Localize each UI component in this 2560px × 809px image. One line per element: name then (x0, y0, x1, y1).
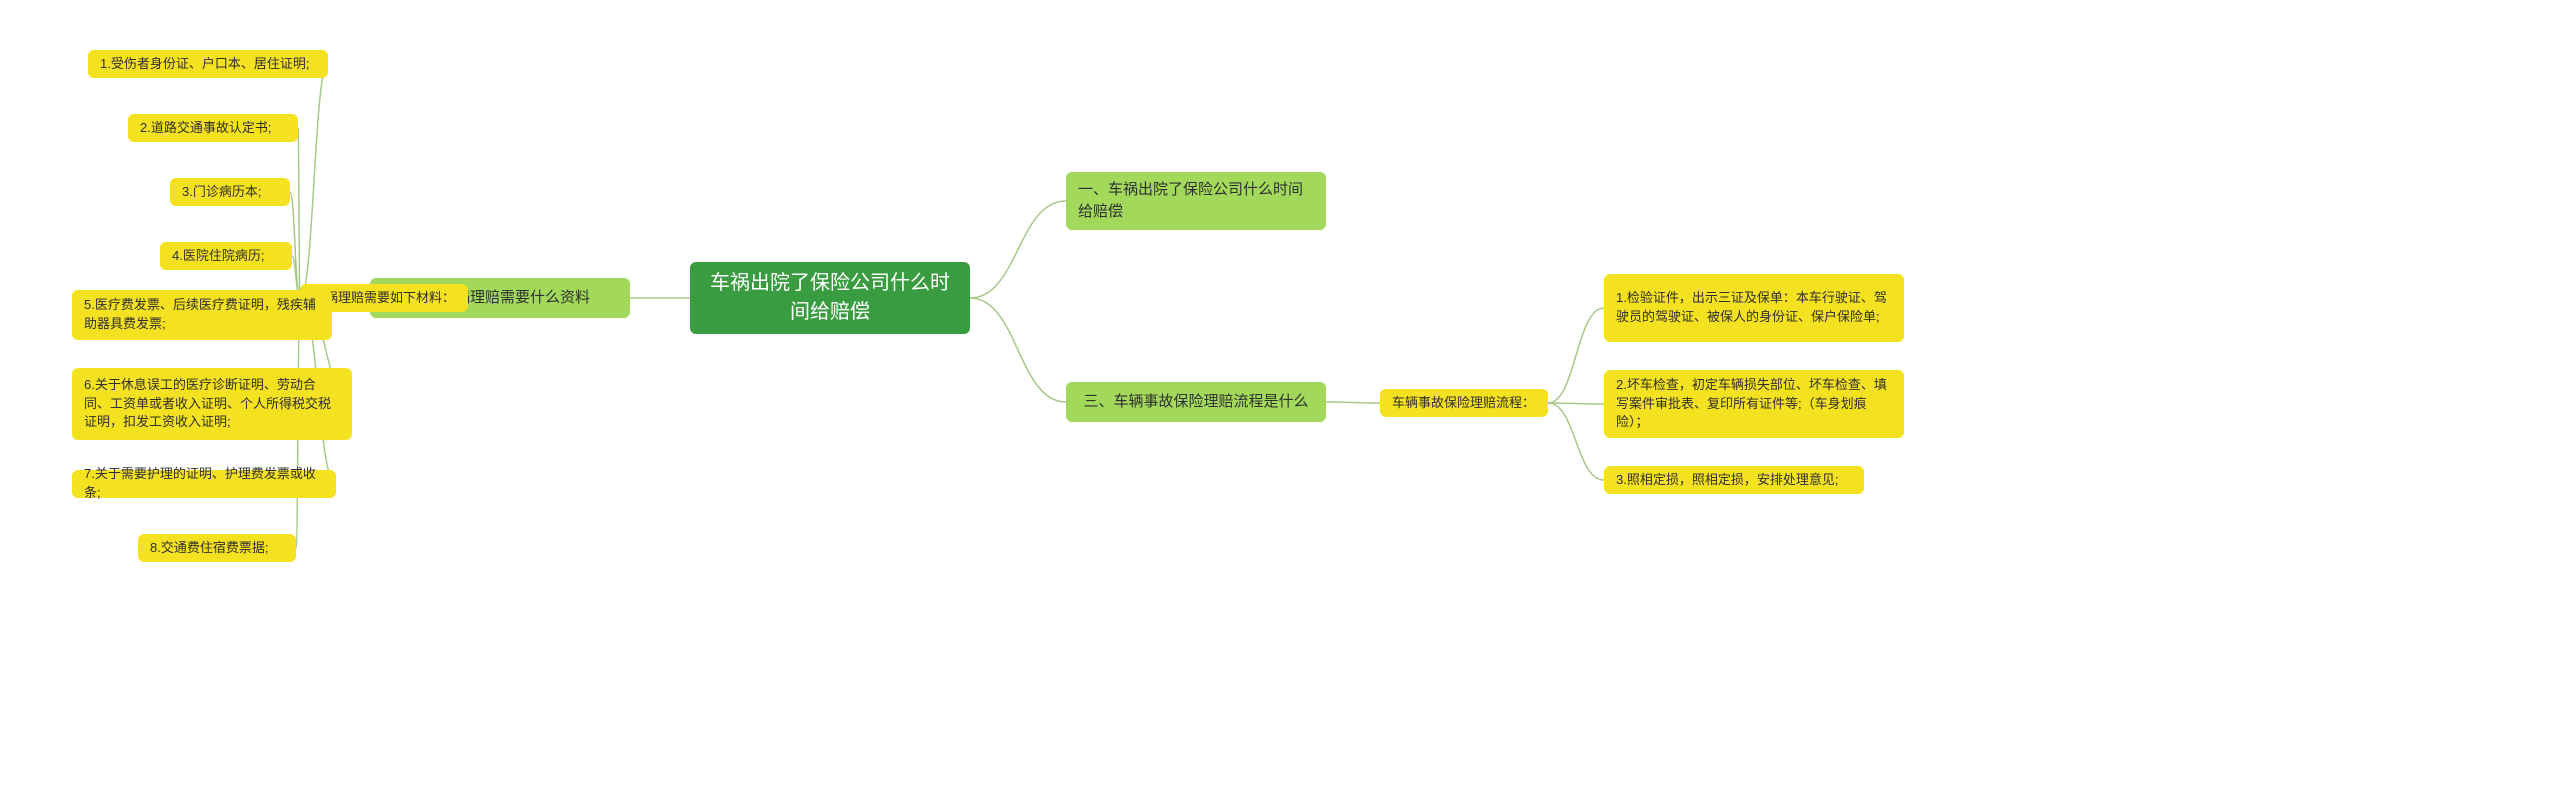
left2-item-5-label: 5.医疗费发票、后续医疗费证明，残疾辅助器具费发票; (84, 296, 320, 334)
branch-right-3-label: 三、车辆事故保险理赔流程是什么 (1083, 391, 1308, 413)
left2-item-3: 3.门诊病历本; (170, 178, 290, 206)
right3-item-1-label: 1.检验证件，出示三证及保单：本车行驶证、驾驶员的驾驶证、被保人的身份证、保户保… (1616, 289, 1892, 327)
left2-item-5: 5.医疗费发票、后续医疗费证明，残疾辅助器具费发票; (72, 290, 332, 340)
left2-item-4-label: 4.医院住院病历; (172, 247, 264, 266)
right3-intro-label: 车辆事故保险理赔流程： (1392, 394, 1535, 413)
left2-item-2: 2.道路交通事故认定书; (128, 114, 298, 142)
left2-item-7: 7.关于需要护理的证明、护理费发票或收条; (72, 470, 336, 498)
right3-item-1: 1.检验证件，出示三证及保单：本车行驶证、驾驶员的驾驶证、被保人的身份证、保户保… (1604, 274, 1904, 342)
left2-item-4: 4.医院住院病历; (160, 242, 292, 270)
left2-item-8: 8.交通费住宿费票据; (138, 534, 296, 562)
left2-intro-label: 车祸理赔需要如下材料： (312, 289, 455, 308)
left2-item-1: 1.受伤者身份证、户口本、居住证明; (88, 50, 328, 78)
left2-item-7-label: 7.关于需要护理的证明、护理费发票或收条; (84, 465, 324, 503)
branch-right-1-label: 一、车祸出院了保险公司什么时间给赔偿 (1078, 179, 1314, 223)
left2-item-1-label: 1.受伤者身份证、户口本、居住证明; (100, 55, 309, 74)
right3-item-3-label: 3.照相定损，照相定损，安排处理意见; (1616, 471, 1838, 490)
root-label: 车祸出院了保险公司什么时间给赔偿 (702, 269, 958, 327)
branch-right-1: 一、车祸出院了保险公司什么时间给赔偿 (1066, 172, 1326, 230)
root-topic: 车祸出院了保险公司什么时间给赔偿 (690, 262, 970, 334)
left2-item-2-label: 2.道路交通事故认定书; (140, 119, 271, 138)
right3-intro: 车辆事故保险理赔流程： (1380, 389, 1548, 417)
left2-item-6-label: 6.关于休息误工的医疗诊断证明、劳动合同、工资单或者收入证明、个人所得税交税证明… (84, 376, 340, 433)
right3-item-3: 3.照相定损，照相定损，安排处理意见; (1604, 466, 1864, 494)
left2-item-6: 6.关于休息误工的医疗诊断证明、劳动合同、工资单或者收入证明、个人所得税交税证明… (72, 368, 352, 440)
right3-item-2: 2.坏车检查，初定车辆损失部位、坏车检查、填写案件审批表、复印所有证件等;（车身… (1604, 370, 1904, 438)
left2-item-8-label: 8.交通费住宿费票据; (150, 539, 268, 558)
branch-right-3: 三、车辆事故保险理赔流程是什么 (1066, 382, 1326, 422)
right3-item-2-label: 2.坏车检查，初定车辆损失部位、坏车检查、填写案件审批表、复印所有证件等;（车身… (1616, 376, 1892, 433)
left2-item-3-label: 3.门诊病历本; (182, 183, 261, 202)
